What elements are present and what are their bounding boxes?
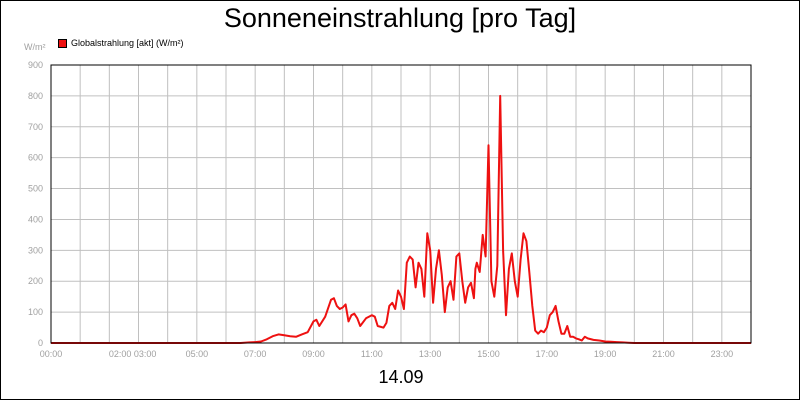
grid <box>50 64 752 344</box>
x-tick-label: 21:00 <box>652 349 675 359</box>
y-tick-label: 800 <box>28 91 43 101</box>
series-line-globalstrahlung <box>51 94 751 344</box>
x-tick-label: 15:00 <box>477 349 500 359</box>
y-tick-label: 300 <box>28 245 43 255</box>
x-tick-label: 19:00 <box>594 349 617 359</box>
x-tick-label: 09:00 <box>302 349 325 359</box>
plot-border <box>50 64 752 344</box>
x-tick-label: 07:00 <box>244 349 267 359</box>
x-axis-date-label: 14.09 <box>378 367 424 387</box>
y-tick-label: 500 <box>28 184 43 194</box>
x-tick-label: 17:00 <box>536 349 559 359</box>
legend: Globalstrahlung [akt] (W/m²) <box>58 38 184 48</box>
y-tick-label: 100 <box>28 307 43 317</box>
y-tick-label: 400 <box>28 214 43 224</box>
x-tick-label: 11:00 <box>361 349 383 359</box>
chart-title: Sonneneinstrahlung [pro Tag] <box>223 3 577 33</box>
y-tick-label: 200 <box>28 276 43 286</box>
x-tick-labels: 00:00 02:00 03:00 05:00 07:00 09:00 11:00 13:0… <box>40 349 733 359</box>
x-tick-label: 02:00 03:00 <box>109 349 157 359</box>
x-tick-label: 05:00 <box>186 349 209 359</box>
y-tick-label: 600 <box>28 153 43 163</box>
y-tick-label: 900 <box>28 60 43 70</box>
legend-swatch <box>58 38 67 48</box>
x-tick-label: 23:00 <box>711 349 734 359</box>
x-tick-label: 13:00 <box>419 349 442 359</box>
x-tick-label: 00:00 <box>40 349 63 359</box>
legend-label: Globalstrahlung [akt] (W/m²) <box>71 38 184 48</box>
y-axis-unit-label: W/m² <box>24 42 46 52</box>
y-tick-label: 0 <box>38 338 43 348</box>
y-tick-labels: 0 100 200 300 400 500 600 700 800 900 <box>28 60 43 348</box>
y-tick-label: 700 <box>28 122 43 132</box>
